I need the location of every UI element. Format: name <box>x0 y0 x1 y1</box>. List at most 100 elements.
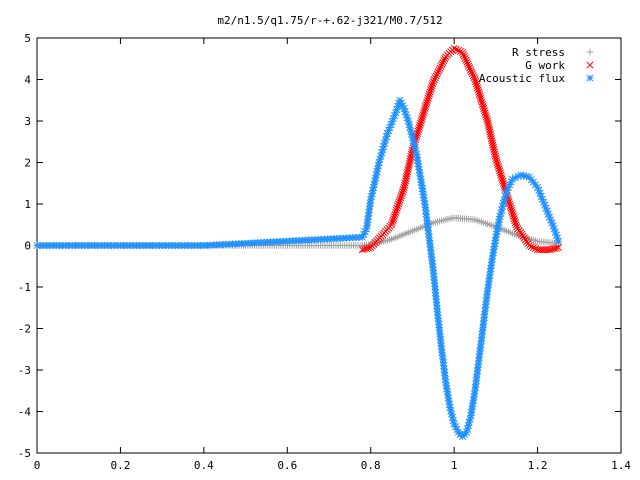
data-point <box>474 363 482 372</box>
data-point <box>486 130 495 138</box>
data-point <box>395 198 403 206</box>
data-point <box>477 340 485 348</box>
legend-marker <box>586 48 594 56</box>
data-point <box>489 249 497 257</box>
data-point <box>396 196 404 204</box>
data-point <box>405 159 414 167</box>
data-point <box>484 119 492 127</box>
data-point <box>489 252 497 260</box>
legend-marker <box>586 74 594 82</box>
data-point <box>394 102 402 111</box>
data-point <box>400 104 408 113</box>
data-point <box>393 106 401 114</box>
data-point <box>406 124 414 132</box>
data-point <box>363 222 371 230</box>
data-point <box>376 155 384 163</box>
data-point <box>36 241 44 250</box>
data-point <box>441 375 449 383</box>
data-point <box>443 385 451 393</box>
data-point <box>471 383 479 391</box>
legend-marker <box>586 61 594 69</box>
data-point <box>480 317 488 325</box>
x-tick-label: 0.2 <box>110 459 130 472</box>
data-point <box>445 400 454 408</box>
data-point <box>421 200 429 208</box>
data-point <box>405 161 413 169</box>
data-point <box>493 227 501 235</box>
data-point <box>494 221 502 229</box>
series-layer <box>33 44 562 440</box>
data-point <box>464 60 472 68</box>
data-point <box>464 422 472 430</box>
data-point <box>177 241 185 250</box>
data-point <box>145 241 153 250</box>
data-point <box>358 233 366 241</box>
data-point <box>495 215 503 223</box>
data-point <box>364 212 372 220</box>
data-point <box>408 130 416 138</box>
data-point <box>415 125 423 133</box>
data-point <box>438 352 447 360</box>
data-point <box>402 177 410 185</box>
data-point <box>358 246 366 254</box>
data-point <box>463 425 472 433</box>
data-point <box>49 241 57 250</box>
data-point <box>506 200 514 208</box>
data-point <box>438 349 446 357</box>
data-point <box>420 194 428 202</box>
data-point <box>425 230 433 238</box>
data-point <box>368 190 376 198</box>
data-point <box>417 178 425 186</box>
data-point <box>535 186 543 194</box>
data-point <box>442 378 450 387</box>
data-point <box>462 56 470 64</box>
y-tick-label: -2 <box>18 323 31 336</box>
data-point <box>547 216 555 224</box>
data-point <box>448 410 456 418</box>
data-point <box>434 68 442 76</box>
data-point <box>446 403 454 411</box>
data-point <box>444 394 452 402</box>
data-point <box>476 92 484 100</box>
y-tick-label: -4 <box>18 406 32 419</box>
data-point <box>490 242 498 251</box>
data-point <box>497 173 506 181</box>
data-point <box>539 198 548 206</box>
data-point <box>484 281 492 289</box>
data-point <box>123 241 131 250</box>
data-point <box>193 241 201 250</box>
data-point <box>374 165 382 173</box>
data-point <box>425 233 433 241</box>
data-point <box>366 202 374 210</box>
data-point <box>142 241 150 250</box>
data-point <box>439 58 447 66</box>
data-point <box>482 113 490 121</box>
data-point <box>498 202 507 211</box>
data-point <box>421 104 429 113</box>
data-point <box>483 287 492 295</box>
data-point <box>488 255 496 263</box>
data-point <box>476 344 484 352</box>
data-point <box>148 241 157 250</box>
data-point <box>87 241 96 250</box>
data-point <box>433 70 441 78</box>
data-point <box>396 96 404 104</box>
data-point <box>410 140 418 148</box>
data-point <box>412 147 420 155</box>
data-point <box>536 189 544 197</box>
data-point <box>402 111 410 119</box>
data-point <box>453 425 461 434</box>
data-point <box>491 236 499 244</box>
data-point <box>390 214 398 223</box>
data-point <box>479 320 487 328</box>
data-point <box>152 241 160 250</box>
data-point <box>511 174 519 182</box>
data-point <box>425 90 433 98</box>
data-point <box>473 373 481 382</box>
data-point <box>59 241 67 250</box>
data-point <box>424 94 432 102</box>
data-point <box>490 148 498 156</box>
data-point <box>484 284 492 292</box>
